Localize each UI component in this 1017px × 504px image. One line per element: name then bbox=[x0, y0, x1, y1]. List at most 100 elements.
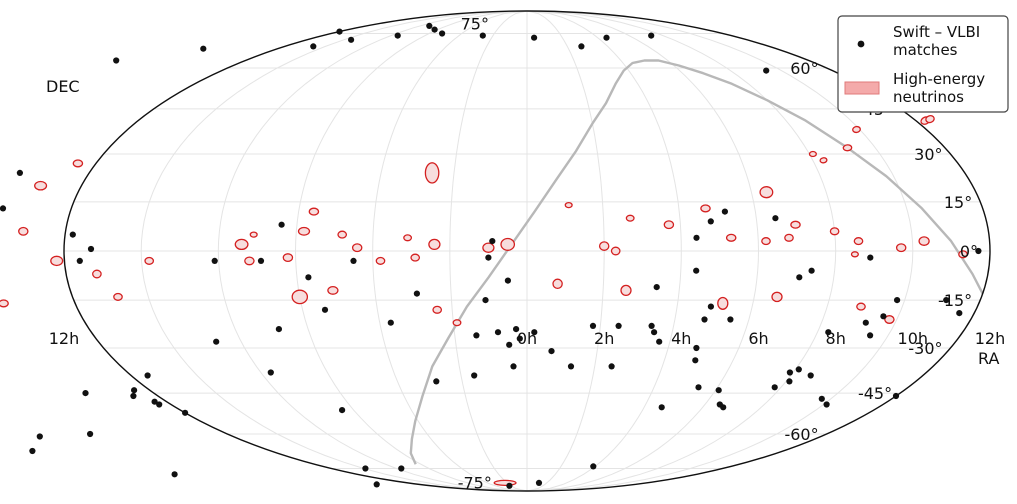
swift-vlbi-match-point bbox=[516, 335, 523, 342]
swift-vlbi-match-point bbox=[87, 430, 94, 438]
swift-vlbi-match-point bbox=[510, 363, 517, 370]
neutrino-error-ellipse bbox=[784, 233, 794, 242]
swift-vlbi-match-point bbox=[213, 338, 220, 345]
swift-vlbi-match-point bbox=[701, 316, 708, 323]
swift-vlbi-match-point bbox=[772, 215, 779, 222]
swift-vlbi-match-point bbox=[257, 257, 265, 264]
swift-vlbi-match-point bbox=[658, 404, 665, 411]
swift-vlbi-match-point bbox=[433, 378, 440, 385]
swift-vlbi-match-point bbox=[479, 32, 486, 39]
swift-vlbi-match-point bbox=[727, 316, 734, 323]
swift-vlbi-match-point bbox=[808, 267, 815, 274]
swift-vlbi-match-point bbox=[513, 326, 520, 333]
swift-vlbi-match-point bbox=[362, 465, 369, 472]
grid-meridian bbox=[372, 10, 528, 492]
swift-vlbi-match-point bbox=[76, 257, 83, 264]
legend-matches-line-2: matches bbox=[893, 41, 958, 59]
grid-meridian bbox=[526, 10, 914, 492]
swift-vlbi-match-point bbox=[653, 284, 660, 291]
swift-vlbi-match-point bbox=[825, 329, 832, 336]
grid-meridian bbox=[526, 10, 760, 492]
swift-vlbi-match-point bbox=[567, 363, 575, 370]
swift-vlbi-match-point bbox=[867, 254, 874, 261]
neutrino-error-ellipse bbox=[452, 319, 462, 327]
dec-tick-label: 15° bbox=[944, 193, 972, 212]
swift-vlbi-match-point bbox=[482, 297, 489, 304]
swift-vlbi-match-point bbox=[862, 319, 869, 326]
swift-vlbi-match-point bbox=[707, 303, 715, 310]
neutrino-error-ellipse bbox=[552, 278, 563, 290]
neutrino-error-ellipse bbox=[925, 114, 935, 124]
neutrino-error-ellipse bbox=[500, 237, 516, 251]
ra-tick-label: 6h bbox=[748, 329, 768, 348]
neutrino-error-ellipse bbox=[610, 246, 621, 256]
neutrino-error-ellipse bbox=[244, 256, 255, 266]
neutrino-error-ellipse bbox=[771, 291, 783, 303]
neutrino-error-ellipse bbox=[72, 159, 84, 168]
swift-vlbi-match-point bbox=[82, 390, 89, 397]
swift-vlbi-match-point bbox=[807, 372, 814, 379]
swift-vlbi-match-point bbox=[321, 306, 329, 313]
swift-vlbi-match-point bbox=[975, 247, 982, 255]
swift-vlbi-match-point bbox=[310, 43, 317, 50]
neutrino-error-ellipse bbox=[18, 226, 29, 236]
neutrino-error-ellipse bbox=[337, 230, 348, 239]
grid-meridian bbox=[294, 10, 528, 492]
grid-meridian bbox=[526, 10, 837, 492]
neutrino-error-ellipse bbox=[829, 227, 840, 236]
galactic-plane-curve bbox=[409, 59, 984, 465]
swift-vlbi-match-point bbox=[305, 274, 312, 281]
swift-vlbi-match-point bbox=[608, 363, 615, 370]
swift-vlbi-match-point bbox=[786, 369, 794, 376]
ra-tick-label: 8h bbox=[826, 329, 846, 348]
dec-tick-label: -30° bbox=[908, 339, 942, 358]
swift-vlbi-match-point bbox=[786, 378, 793, 385]
dec-tick-label: -15° bbox=[938, 291, 972, 310]
y-axis-label: DEC bbox=[46, 77, 80, 96]
swift-vlbi-match-point bbox=[36, 433, 43, 440]
dec-tick-label: -60° bbox=[784, 425, 818, 444]
swift-vlbi-match-point bbox=[87, 245, 95, 253]
neutrino-error-ellipse bbox=[598, 241, 610, 251]
dec-tick-label: 0° bbox=[960, 242, 978, 261]
neutrino-error-ellipse bbox=[725, 233, 737, 242]
swift-vlbi-match-point bbox=[275, 326, 282, 333]
swift-vlbi-match-point bbox=[578, 43, 585, 50]
ra-tick-label: 10h bbox=[898, 329, 929, 348]
x-axis-label: RA bbox=[978, 349, 999, 368]
swift-vlbi-match-point bbox=[535, 479, 543, 486]
swift-vlbi-match-point bbox=[413, 290, 420, 297]
swift-vlbi-match-point bbox=[0, 205, 7, 212]
swift-vlbi-match-point bbox=[69, 231, 76, 238]
swift-vlbi-match-point bbox=[589, 322, 597, 329]
swift-vlbi-match-point bbox=[426, 22, 433, 29]
swift-vlbi-match-point bbox=[485, 254, 492, 261]
swift-vlbi-match-point bbox=[823, 401, 830, 408]
neutrino-error-ellipse bbox=[327, 285, 339, 295]
neutrino-error-ellipse bbox=[790, 220, 801, 229]
swift-vlbi-match-point bbox=[795, 366, 802, 373]
neutrino-error-ellipse bbox=[918, 236, 930, 246]
legend-neutrino-patch bbox=[844, 81, 880, 95]
swift-vlbi-match-point bbox=[956, 310, 963, 317]
neutrino-error-ellipse bbox=[819, 157, 828, 164]
swift-vlbi-match-point bbox=[603, 34, 610, 41]
swift-vlbi-match-point bbox=[348, 36, 355, 43]
swift-vlbi-match-point bbox=[278, 221, 285, 228]
neutrino-error-ellipse bbox=[482, 242, 495, 253]
grid-meridian bbox=[140, 10, 528, 492]
neutrino-layer bbox=[0, 101, 968, 487]
swift-vlbi-match-point bbox=[894, 297, 901, 304]
swift-vlbi-match-point bbox=[130, 392, 137, 400]
swift-vlbi-match-point bbox=[720, 404, 727, 411]
swift-vlbi-match-point bbox=[144, 372, 151, 379]
swift-vlbi-match-point bbox=[373, 481, 380, 488]
ra-tick-label: 12h bbox=[975, 329, 1006, 348]
swift-vlbi-match-point bbox=[763, 67, 770, 74]
neutrino-error-ellipse bbox=[620, 284, 632, 297]
neutrino-error-ellipse bbox=[308, 207, 320, 216]
swift-vlbi-match-point bbox=[398, 465, 405, 472]
swift-vlbi-match-point bbox=[707, 218, 714, 225]
swift-vlbi-match-point bbox=[489, 238, 496, 245]
